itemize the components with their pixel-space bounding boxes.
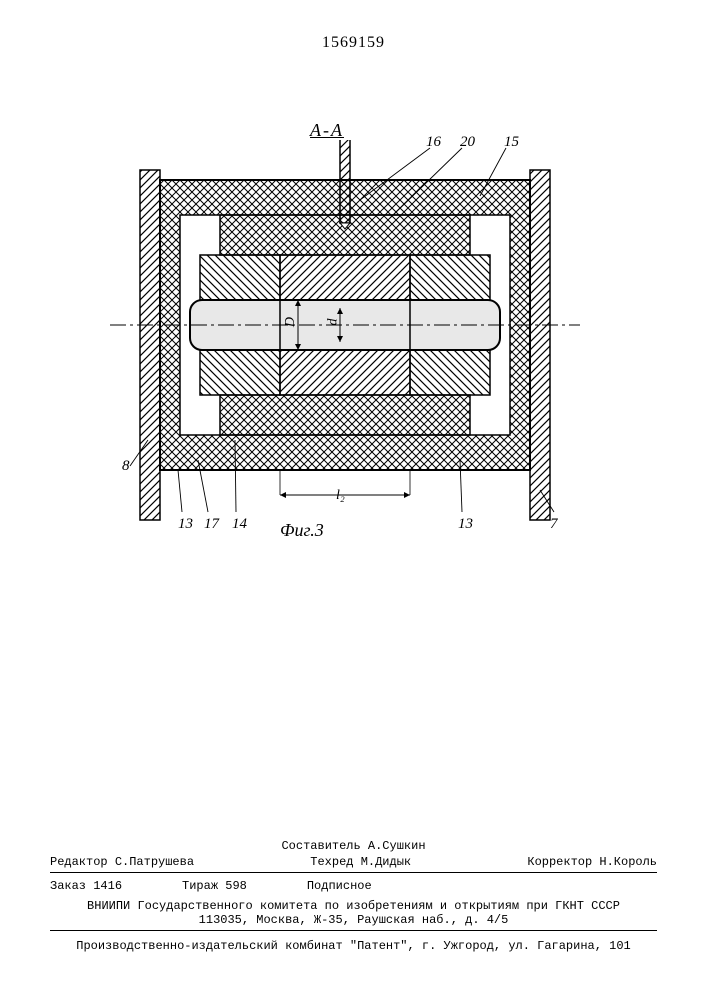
callout-7: 7 (550, 516, 558, 533)
callout-17: 17 (204, 516, 219, 533)
figure-3-diagram: 16 20 15 8 13 17 14 13 7 D d l₂ (60, 140, 620, 560)
dimension-l2: l₂ (336, 488, 345, 504)
figure-caption: Фиг.3 (280, 520, 324, 541)
divider (50, 872, 657, 873)
compiler-label: Составитель (281, 839, 360, 853)
tirazh-num: 598 (225, 879, 247, 893)
corrector-label: Корректор (527, 855, 592, 869)
colophon-editor-row: Редактор С.Патрушева Техред М.Дидык Корр… (50, 854, 657, 871)
dimension-D: D (283, 317, 299, 327)
callout-15: 15 (504, 134, 519, 151)
editor-label: Редактор (50, 855, 108, 869)
callout-13a: 13 (178, 516, 193, 533)
order-num: 1416 (93, 879, 122, 893)
colophon-compiler-row: Составитель А.Сушкин (50, 838, 657, 855)
order-label: Заказ (50, 879, 86, 893)
techred-label: Техред (310, 855, 353, 869)
callout-16: 16 (426, 134, 441, 151)
callout-14: 14 (232, 516, 247, 533)
editor-name: С.Патрушева (115, 855, 194, 869)
divider (50, 930, 657, 931)
callout-13b: 13 (458, 516, 473, 533)
techred-name: М.Дидык (361, 855, 411, 869)
tirazh-label: Тираж (182, 879, 218, 893)
callout-8: 8 (122, 458, 130, 475)
callout-20: 20 (460, 134, 475, 151)
section-label: А-А (310, 120, 344, 141)
dimension-d: d (326, 319, 342, 326)
subscription: Подписное (307, 878, 372, 895)
printer-line: Производственно-издательский комбинат "П… (50, 938, 657, 955)
org-line2: 113035, Москва, Ж-35, Раушская наб., д. … (50, 912, 657, 929)
corrector-name: Н.Король (599, 855, 657, 869)
colophon-order-row: Заказ 1416 Тираж 598 Подписное (50, 878, 657, 895)
compiler-name: А.Сушкин (368, 839, 426, 853)
patent-number: 1569159 (322, 34, 385, 52)
